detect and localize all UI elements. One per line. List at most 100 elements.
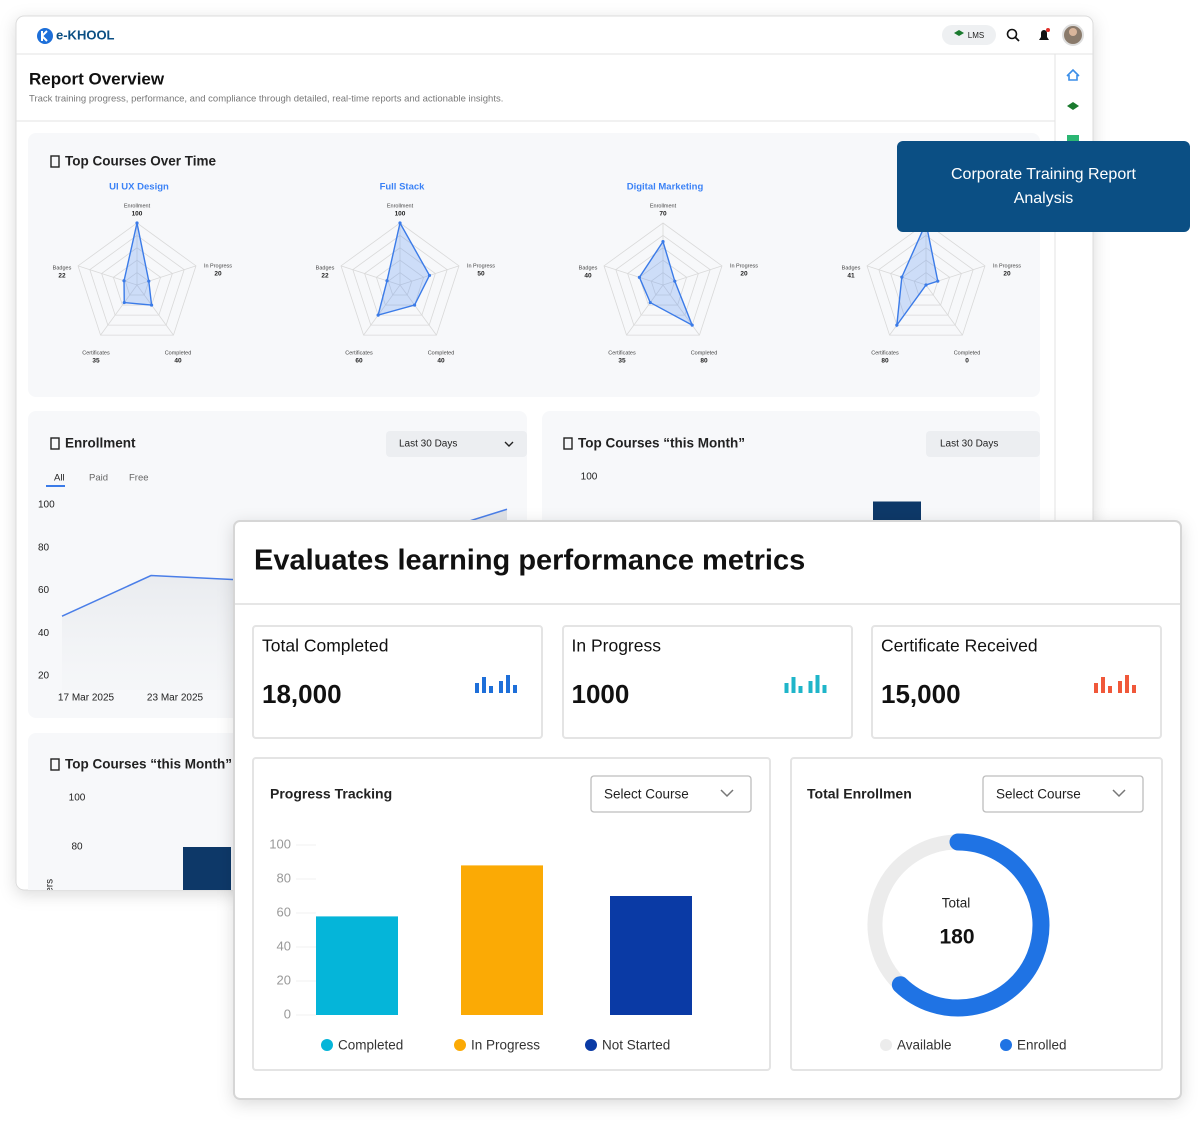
axis-value: 80 [700, 358, 708, 365]
stat-label: Total Completed [262, 636, 388, 656]
legend-swatch [321, 1039, 333, 1051]
y-tick-label: 20 [277, 972, 291, 987]
axis-name: Completed [165, 350, 192, 356]
card-icon [50, 758, 60, 771]
stat-icon-bar [1125, 675, 1129, 693]
filter-dropdown[interactable] [926, 431, 1040, 457]
radar-point [376, 313, 380, 317]
search-handle [1014, 36, 1020, 42]
avatar-face [1069, 28, 1077, 36]
stat-icon-bar [475, 683, 479, 693]
radar-ring [387, 272, 413, 296]
card-title: Top Courses “this Month” [578, 436, 745, 451]
course-icon[interactable] [1067, 102, 1079, 110]
course-select[interactable] [590, 775, 752, 813]
axis-value: 40 [437, 358, 445, 365]
axis-name: In Progress [467, 263, 495, 269]
axis-name: Certificates [608, 350, 636, 356]
metrics-panel: Evaluates learning performance metrics To… [233, 520, 1182, 1100]
radar-ring [603, 222, 723, 336]
axis-value: 40 [174, 358, 182, 365]
panel-title: Evaluates learning performance metrics [254, 545, 805, 577]
bar [610, 896, 692, 1015]
radar-point [637, 275, 642, 279]
axis-value: 40 [584, 273, 592, 280]
stat-label: Certificate Received [881, 636, 1038, 656]
radar-spoke [136, 265, 197, 286]
radar-spoke [662, 265, 723, 286]
stat-card [252, 625, 543, 739]
radar-area [123, 222, 153, 306]
stat-icon-bar [499, 681, 503, 693]
y-tick-label: 40 [38, 628, 50, 639]
stat-icon-bar [1132, 685, 1136, 693]
radar-spoke [662, 284, 700, 336]
y-tick-label: 60 [38, 585, 50, 596]
y-tick-label: 100 [38, 500, 55, 511]
radar-spoke [77, 265, 138, 286]
radar-point [147, 279, 151, 283]
radar-point [690, 323, 694, 327]
radar-point [936, 279, 940, 283]
dropdown-label[interactable]: Last 30 Days [399, 439, 457, 450]
y-tick-label: 80 [277, 870, 291, 885]
bar [316, 916, 398, 1015]
search-icon[interactable] [1006, 28, 1018, 40]
course-name: Full Stack [380, 182, 426, 193]
legend-label: Completed [338, 1038, 403, 1053]
card-icon [50, 437, 60, 450]
lms-label: LMS [968, 31, 984, 40]
radar-point [673, 279, 677, 283]
legend-label: In Progress [471, 1038, 540, 1053]
select-label[interactable]: Select Course [996, 787, 1081, 802]
report-icon[interactable] [1067, 135, 1079, 143]
axis-value: 35 [618, 358, 626, 365]
card-icon [563, 437, 573, 450]
filter-dropdown[interactable] [386, 431, 527, 457]
axis-value: 20 [740, 271, 748, 278]
dropdown-label[interactable]: Last 30 Days [940, 439, 998, 450]
radar-point [648, 300, 652, 305]
axis-name: Certificates [871, 350, 899, 356]
radar-ring [352, 234, 448, 326]
radar-ring [375, 259, 425, 306]
stat-icon-bar [1101, 677, 1105, 693]
x-tick-label: 23 Mar 2025 [147, 693, 204, 704]
radar-ring [638, 259, 688, 306]
radar-ring [878, 234, 974, 326]
bell-icon[interactable] [1039, 30, 1049, 40]
filter-tab[interactable]: Free [129, 473, 149, 484]
axis-name: In Progress [993, 263, 1021, 269]
axis-value: 22 [58, 273, 66, 280]
page-subtitle: Track training progress, performance, an… [29, 94, 503, 105]
stat-value: 18,000 [262, 679, 342, 709]
y-tick-label: 20 [38, 671, 50, 682]
lms-pill[interactable] [942, 25, 996, 45]
radar-ring [913, 272, 939, 296]
y-tick-label: 40 [277, 938, 291, 953]
select-label[interactable]: Select Course [604, 787, 689, 802]
filter-tab[interactable]: Paid [89, 473, 108, 484]
axis-value: 80 [881, 358, 889, 365]
axis-name: Certificates [82, 350, 110, 356]
radar-point [661, 240, 665, 244]
axis-name: Certificates [345, 350, 373, 356]
logo-icon [37, 28, 53, 44]
radar-point [122, 279, 126, 283]
radar-spoke [100, 284, 138, 336]
axis-name: Completed [428, 350, 455, 356]
y-tick-label: 60 [277, 904, 291, 919]
radar-spoke [603, 265, 664, 286]
radar-ring [340, 222, 460, 336]
legend-label: Available [897, 1038, 952, 1053]
stat-icon-bar [506, 675, 510, 693]
course-select[interactable] [982, 775, 1144, 813]
axis-value: 20 [214, 271, 222, 278]
axis-name: Enrollment [387, 203, 414, 209]
filter-tab[interactable]: All [54, 473, 65, 484]
home-icon[interactable] [1066, 68, 1080, 81]
bar [461, 865, 543, 1015]
radar-ring [650, 272, 676, 296]
